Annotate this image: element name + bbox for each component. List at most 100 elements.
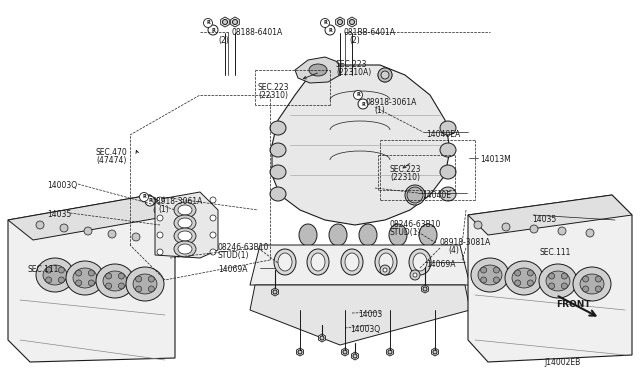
Circle shape	[561, 283, 568, 289]
Circle shape	[380, 265, 390, 275]
Circle shape	[76, 270, 82, 276]
Ellipse shape	[539, 264, 577, 298]
Circle shape	[407, 187, 423, 203]
Text: 14069A: 14069A	[426, 260, 456, 269]
Ellipse shape	[178, 205, 192, 215]
Circle shape	[204, 19, 212, 28]
Circle shape	[88, 280, 94, 286]
Text: SEC.470: SEC.470	[96, 148, 128, 157]
Circle shape	[558, 227, 566, 235]
Text: SEC.223: SEC.223	[390, 165, 422, 174]
Ellipse shape	[299, 224, 317, 246]
Ellipse shape	[73, 268, 97, 288]
Circle shape	[423, 287, 427, 291]
Text: (47474): (47474)	[96, 156, 126, 165]
Circle shape	[548, 273, 555, 279]
Circle shape	[76, 280, 82, 286]
Ellipse shape	[270, 187, 286, 201]
Circle shape	[148, 276, 154, 282]
Ellipse shape	[174, 202, 196, 218]
Polygon shape	[8, 195, 175, 240]
Ellipse shape	[419, 224, 437, 246]
Circle shape	[349, 19, 355, 25]
Circle shape	[474, 221, 482, 229]
Text: R: R	[142, 195, 146, 199]
Circle shape	[140, 192, 148, 202]
Text: SEC.111: SEC.111	[28, 265, 60, 274]
Circle shape	[148, 286, 154, 292]
Ellipse shape	[341, 249, 363, 275]
Text: 14003: 14003	[358, 310, 382, 319]
Text: 081BB-6401A: 081BB-6401A	[343, 28, 395, 37]
Ellipse shape	[270, 143, 286, 157]
Polygon shape	[342, 348, 348, 356]
Polygon shape	[319, 334, 326, 342]
Circle shape	[548, 283, 555, 289]
Text: 14013M: 14013M	[480, 155, 511, 164]
Circle shape	[106, 283, 111, 289]
Ellipse shape	[270, 121, 286, 135]
Ellipse shape	[345, 253, 359, 271]
Text: (2): (2)	[218, 36, 228, 45]
Text: (2): (2)	[349, 36, 360, 45]
Polygon shape	[230, 17, 239, 27]
Ellipse shape	[329, 224, 347, 246]
Ellipse shape	[174, 215, 196, 231]
Ellipse shape	[379, 253, 393, 271]
Ellipse shape	[505, 261, 543, 295]
Ellipse shape	[309, 64, 327, 76]
Text: R: R	[323, 20, 327, 26]
Text: STUD(1): STUD(1)	[390, 228, 422, 237]
Circle shape	[502, 223, 510, 231]
Text: (1): (1)	[374, 106, 385, 115]
Text: 14035: 14035	[47, 210, 71, 219]
Ellipse shape	[440, 121, 456, 135]
Ellipse shape	[174, 241, 196, 257]
Polygon shape	[155, 192, 218, 258]
Circle shape	[493, 267, 499, 273]
Text: 14035: 14035	[532, 215, 556, 224]
Circle shape	[36, 221, 44, 229]
Circle shape	[561, 273, 568, 279]
Text: 14069A: 14069A	[218, 265, 248, 274]
Circle shape	[157, 215, 163, 221]
Ellipse shape	[36, 258, 74, 292]
Circle shape	[493, 277, 499, 283]
Circle shape	[595, 286, 602, 292]
Polygon shape	[468, 195, 632, 362]
Ellipse shape	[96, 264, 134, 298]
Circle shape	[157, 249, 163, 255]
Polygon shape	[295, 57, 340, 83]
Circle shape	[337, 19, 342, 25]
Circle shape	[586, 229, 594, 237]
Ellipse shape	[378, 68, 392, 82]
Circle shape	[353, 90, 362, 99]
Circle shape	[84, 227, 92, 235]
Ellipse shape	[159, 210, 171, 220]
Text: 08918-3081A: 08918-3081A	[440, 238, 492, 247]
Circle shape	[527, 270, 533, 276]
Circle shape	[353, 354, 357, 358]
Circle shape	[232, 19, 237, 25]
Circle shape	[515, 280, 520, 286]
Text: R: R	[328, 28, 332, 32]
Text: SEC.223: SEC.223	[336, 60, 367, 69]
Text: 08918-3061A: 08918-3061A	[366, 98, 417, 107]
Text: J14002EB: J14002EB	[544, 358, 580, 367]
Circle shape	[208, 25, 218, 35]
Circle shape	[45, 277, 52, 283]
Text: R: R	[211, 28, 215, 32]
Text: 14040E: 14040E	[422, 191, 451, 200]
Circle shape	[157, 197, 163, 203]
Ellipse shape	[359, 224, 377, 246]
Circle shape	[157, 232, 163, 238]
Circle shape	[530, 225, 538, 233]
Polygon shape	[271, 288, 278, 296]
Circle shape	[136, 276, 141, 282]
Ellipse shape	[389, 224, 407, 246]
Ellipse shape	[409, 249, 431, 275]
Ellipse shape	[278, 253, 292, 271]
Polygon shape	[468, 195, 632, 235]
Ellipse shape	[471, 258, 509, 292]
Circle shape	[118, 273, 124, 279]
